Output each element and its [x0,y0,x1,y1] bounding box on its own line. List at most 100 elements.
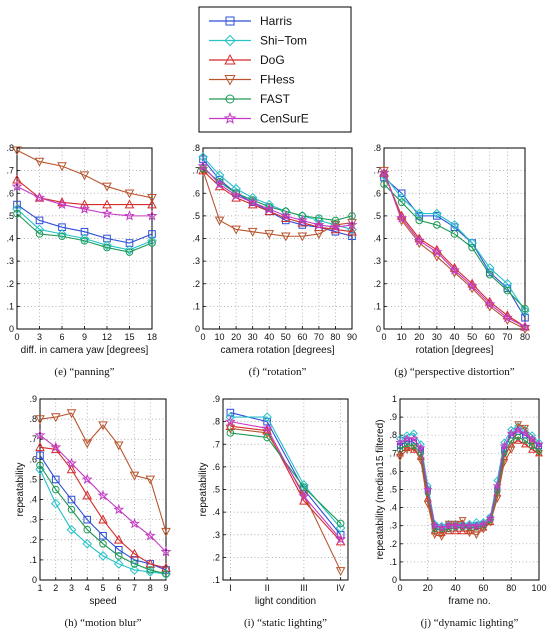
y-tick-label: .6 [212,462,220,472]
data-point [36,461,44,470]
x-tick-label: 100 [531,583,546,593]
panel-caption: (h) “motion blur” [65,617,142,629]
data-point [430,520,440,530]
series-line [383,177,526,318]
x-tick-label: 70 [502,332,512,342]
data-point [231,225,241,235]
x-tick-label: 50 [467,332,477,342]
data-point [82,538,93,549]
chart-panel: 0 .1 .2 .3 .4 .5 .6 .7 .8 .9 1 0 20 40 60 80 100 frame no… [375,394,547,629]
x-tick-label: 0 [14,332,19,342]
data-point [35,415,45,425]
y-tick-label: .2 [29,535,37,545]
data-point [467,278,477,288]
data-point [130,560,139,568]
data-point [101,207,113,219]
data-point [114,546,123,554]
data-point [12,146,22,156]
x-tick-label: 6 [59,332,64,342]
series-line [383,172,526,328]
y-tick-label: .6 [373,188,381,198]
data-point [514,436,523,444]
x-tick-label: 60 [478,583,488,593]
legend-label: FAST [260,92,291,106]
data-point [66,524,77,535]
y-tick-label: 1 [392,394,397,404]
legend-label: Shi−Tom [260,34,307,48]
data-point [147,199,157,209]
data-point [521,304,529,313]
y-tick-label: .8 [373,143,381,153]
legend-label: Harris [260,14,292,28]
y-tick-label: .4 [29,495,37,505]
x-tick-label: 2 [53,583,58,593]
x-tick-label: 3 [69,583,74,593]
data-point [457,520,468,530]
x-tick-label: 40 [451,583,461,593]
legend-label: DoG [260,53,285,67]
x-tick-label: 20 [423,583,433,593]
data-point [378,167,390,178]
data-point [527,434,537,443]
chart-panel: 0 .1 .2 .3 .4 .5 .6 .7 .8 0 10 20 30 40 50 60 70 80 rotati… [373,143,531,378]
series-line [16,213,153,253]
data-point [415,212,424,220]
data-point [485,513,495,523]
data-point [102,240,112,251]
data-point [515,433,522,441]
data-point [484,263,495,273]
data-point [403,441,411,448]
data-point [160,546,172,557]
data-point [535,448,543,455]
data-point [466,524,473,531]
data-point [34,192,45,203]
y-tick-label: .1 [192,301,200,311]
chart-panel: 0.1.2.3.4.5.6.7.8.91 2 3 4 5 6 7 8 9speedrepeata… [15,394,172,629]
series-line [39,469,167,575]
series-circle [380,180,529,313]
series-line [202,170,353,233]
y-tick-label: .7 [212,439,220,449]
series-circle [13,209,156,256]
data-point [452,524,459,531]
x-tick-label: I [229,583,232,593]
data-point [79,203,90,214]
x-tick-label: 80 [506,583,516,593]
data-point [113,503,125,515]
data-point [262,412,272,422]
x-tick-label: 70 [314,332,324,342]
data-point [263,433,271,442]
series-triangle-down [225,424,346,577]
series-line [230,421,342,540]
y-tick-label: .6 [29,454,37,464]
plot-frame [222,398,349,581]
x-tick-label: 20 [231,332,241,342]
data-point [35,216,44,225]
data-point [449,220,460,230]
data-point [468,239,476,247]
series-line [230,425,342,542]
data-point [129,548,140,558]
data-point [35,230,44,238]
data-point [330,221,341,232]
y-tick-label: .3 [212,530,220,540]
x-tick-label: 3 [37,332,42,342]
data-point [264,230,275,240]
data-point [415,216,424,225]
data-point [13,200,21,209]
data-point [113,534,124,544]
data-point [437,522,447,532]
data-point [82,439,93,449]
data-point [437,533,446,541]
data-point [335,533,347,544]
data-point [280,232,291,242]
y-tick-label: .9 [29,394,37,404]
data-point [102,182,112,192]
data-point [214,178,225,189]
panel-caption: (f) “rotation” [249,366,307,378]
data-point [450,230,459,238]
data-point [261,422,273,434]
series-diamond [379,170,530,316]
data-point [485,268,494,277]
series-triangle-down [35,409,171,537]
